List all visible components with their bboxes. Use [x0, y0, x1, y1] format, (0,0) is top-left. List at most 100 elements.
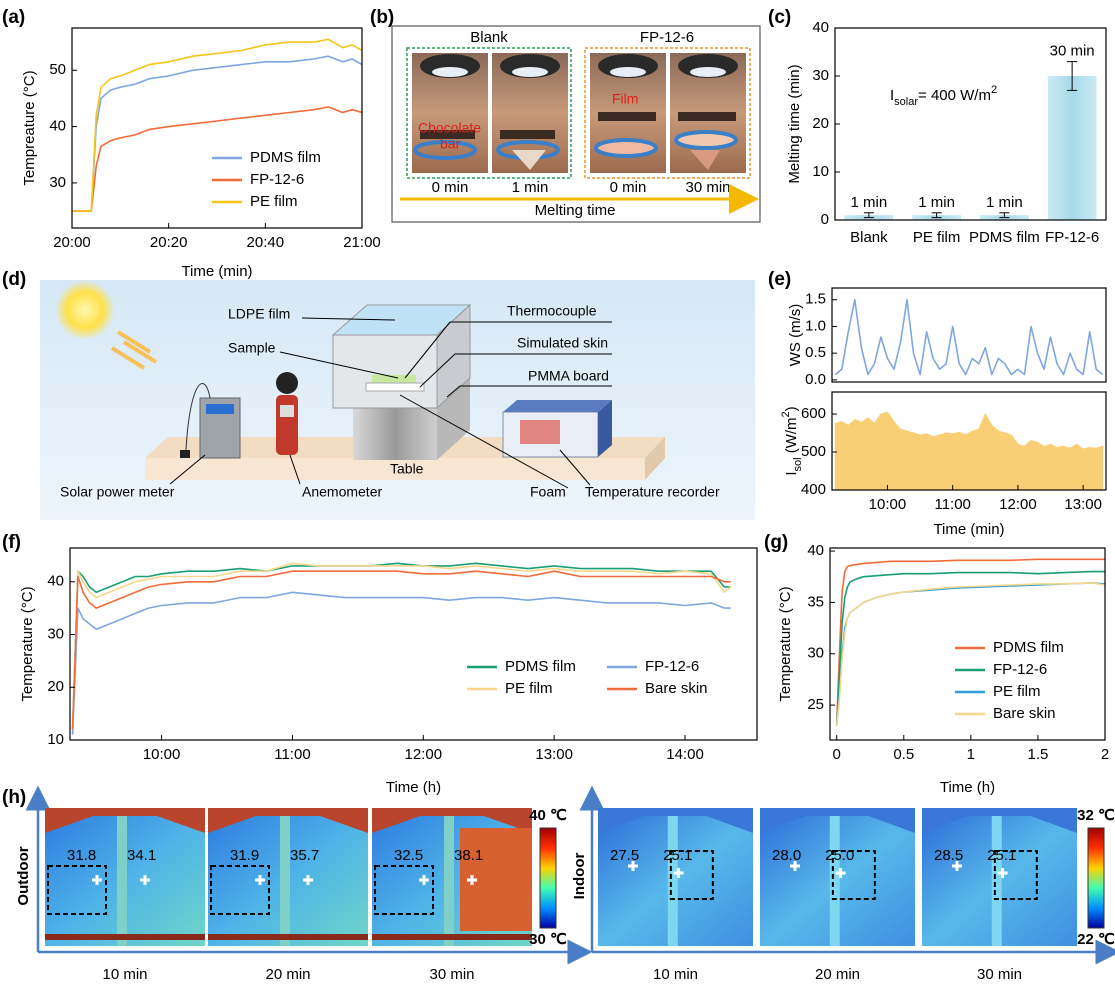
- sample: [372, 375, 416, 383]
- y-axis-label: Tempreature (°C): [21, 70, 38, 185]
- zipper: [830, 816, 840, 946]
- diagram-label: Foam: [530, 484, 566, 500]
- y-tick-label: 50: [49, 61, 66, 78]
- y-axis-label: Melting time (min): [786, 64, 803, 183]
- diagram-label: Anemometer: [302, 484, 382, 500]
- time-label: 30 min: [429, 966, 474, 983]
- y-axis-label: Temperature (°C): [777, 586, 794, 701]
- diagram-label: PMMA board: [528, 368, 609, 384]
- panel-label: (c): [768, 7, 791, 28]
- legend-label: FP-12-6: [250, 171, 304, 188]
- y-tick-label: 20: [812, 115, 829, 132]
- y-axis-label: Temperature (°C): [19, 586, 36, 701]
- value-label: 1 min: [918, 194, 955, 211]
- label-part: = 400 W/m: [918, 87, 991, 104]
- x-tick-label: 0: [833, 746, 841, 763]
- label-part: 2: [991, 84, 997, 96]
- time-label: 0 min: [610, 179, 647, 196]
- y-tick-label: 25: [807, 696, 824, 713]
- time-label: 30 min: [685, 179, 730, 196]
- chart: 0102030401 minBlank1 minPE film1 minPDMS…: [786, 19, 1106, 246]
- reading: 27.5: [610, 847, 639, 864]
- y-tick-label: 30: [47, 625, 64, 642]
- axis-label: Melting time: [535, 202, 616, 219]
- colorbar: [540, 828, 556, 928]
- x-tick-label: 20:40: [247, 234, 285, 251]
- y-tick-label: 40: [47, 573, 64, 590]
- label-part: sol: [792, 457, 804, 471]
- reading: 38.1: [454, 847, 483, 864]
- y-tick-label: 1.5: [805, 291, 826, 308]
- time-label: 0 min: [432, 179, 469, 196]
- hem: [45, 934, 205, 940]
- value-label: 1 min: [851, 194, 888, 211]
- y-tick-label: 1.0: [805, 317, 826, 334]
- x-tick-label: 21:00: [343, 234, 381, 251]
- annotation: Isolar= 400 W/m2: [890, 84, 997, 108]
- y-tick-label: 40: [812, 19, 829, 36]
- x-tick-label: 10:00: [143, 746, 181, 763]
- series-line: [72, 39, 362, 211]
- time-label: 1 min: [512, 179, 549, 196]
- legend-label: Bare skin: [645, 680, 708, 697]
- x-tick-label: 20:20: [150, 234, 188, 251]
- diagram-label: Temperature recorder: [585, 484, 720, 500]
- diagram-label: Table: [390, 461, 424, 477]
- zipper: [992, 816, 1002, 946]
- y-tick-label: 10: [47, 731, 64, 748]
- legend-label: PE film: [505, 680, 553, 697]
- x-tick-label: 10:00: [869, 496, 907, 513]
- diagram-label: Simulated skin: [517, 335, 608, 351]
- x-tick-label: 2: [1101, 746, 1109, 763]
- x-tick-label: PE film: [913, 229, 961, 246]
- plot-area: [835, 412, 1102, 490]
- time-label: 20 min: [815, 966, 860, 983]
- chart: 40050060010:0011:0012:0013:00Isol (W/m2)…: [780, 392, 1106, 538]
- panel-label: (a): [2, 7, 25, 28]
- bar: [1048, 76, 1097, 220]
- zipper: [117, 816, 127, 946]
- x-tick-label: 20:00: [53, 234, 91, 251]
- x-axis-label: Time (h): [940, 779, 995, 796]
- legend-label: PE film: [250, 193, 298, 210]
- series-line: [73, 563, 731, 729]
- panel-label: (b): [370, 7, 394, 28]
- panel-label: (g): [764, 532, 788, 553]
- x-tick-label: FP-12-6: [1045, 229, 1099, 246]
- colorbar-max: 40 ℃: [529, 807, 567, 824]
- photo: [590, 53, 666, 173]
- reading: 25.1: [663, 847, 692, 864]
- plot-area: [73, 563, 731, 734]
- label-part: (W/m: [783, 417, 800, 457]
- photo-panel: Blank FP-12-6 Chocolate bar Film 0 min 1…: [392, 26, 760, 222]
- diagram-label: Solar power meter: [60, 484, 175, 500]
- panel-label: (h): [2, 787, 26, 808]
- legend-label: FP-12-6: [993, 661, 1047, 678]
- series-line: [73, 592, 731, 734]
- time-label: 20 min: [265, 966, 310, 983]
- photo: [670, 53, 746, 173]
- reading: 28.0: [772, 847, 801, 864]
- y-tick-label: 0.5: [805, 344, 826, 361]
- photo: [492, 53, 568, 173]
- colorbar-max: 32 ℃: [1077, 807, 1115, 824]
- meter-screen: [206, 404, 234, 414]
- thermal-image: 27.5 25.1: [598, 808, 753, 946]
- y-tick-label: 10: [812, 163, 829, 180]
- colorbar-min: 30 ℃: [529, 931, 567, 948]
- x-tick-label: 13:00: [1064, 496, 1102, 513]
- series-line: [72, 56, 362, 211]
- anemometer: [276, 395, 298, 455]
- y-tick-label: 400: [801, 481, 826, 498]
- x-axis-label: Time (min): [181, 263, 252, 280]
- plot-area: [837, 559, 1105, 725]
- anemometer-screen: [280, 405, 294, 417]
- y-tick-label: 30: [49, 174, 66, 191]
- group-title: FP-12-6: [640, 29, 694, 46]
- x-tick-label: 11:00: [934, 496, 970, 513]
- x-tick-label: Blank: [850, 229, 888, 246]
- colorbar-min: 22 ℃: [1077, 931, 1115, 948]
